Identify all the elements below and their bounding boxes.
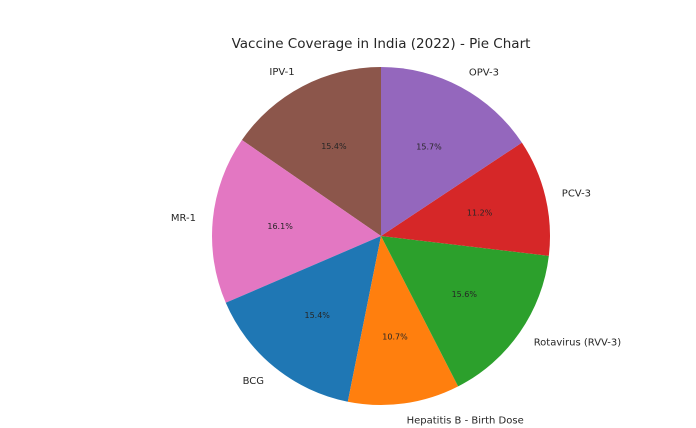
slice-label-mr-1: MR-1 (171, 213, 196, 224)
pie-labels: IPV-1 15.4% MR-1 16.1% BCG 15.4% Hepatitis B -… (171, 67, 621, 427)
slice-ipv-1 (241, 67, 381, 236)
slice-pcv-3 (381, 142, 550, 256)
slice-label-bcg: BCG (243, 376, 264, 387)
slice-percent-pcv-3: 11.2% (467, 209, 493, 218)
slice-percent-opv-3: 15.7% (416, 143, 442, 152)
slice-label-hepatitis-b-birth-dose: Hepatitis B - Birth Dose (407, 416, 524, 427)
slice-rotavirus-rvv-3 (381, 236, 549, 387)
slice-percent-mr-1: 16.1% (267, 222, 293, 231)
slice-percent-hepatitis-b-birth-dose: 10.7% (382, 332, 408, 341)
slice-label-rotavirus-rvv-3: Rotavirus (RVV-3) (534, 338, 622, 349)
slice-label-ipv-1: IPV-1 (269, 67, 294, 78)
slice-mr-1 (212, 140, 381, 303)
slice-percent-bcg: 15.4% (304, 311, 330, 320)
chart-title: Vaccine Coverage in India (2022) - Pie C… (232, 36, 531, 52)
slice-hepatitis-b-birth-dose (347, 236, 459, 406)
slice-label-pcv-3: PCV-3 (562, 188, 591, 199)
slice-label-opv-3: OPV-3 (469, 68, 499, 79)
slice-percent-rotavirus-rvv-3: 15.6% (452, 290, 478, 299)
slice-bcg (225, 236, 381, 402)
pie-slices (212, 66, 550, 406)
slice-opv-3 (381, 66, 522, 236)
slice-percent-ipv-1: 15.4% (321, 142, 347, 151)
